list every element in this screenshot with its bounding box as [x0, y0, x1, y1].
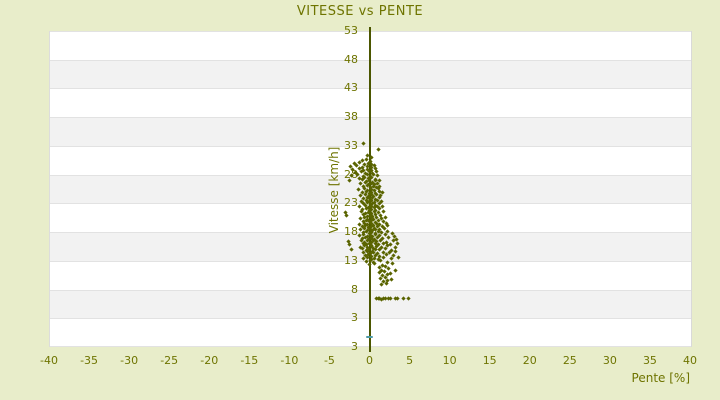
y-tick-label: 23: [344, 196, 358, 210]
grid-band: [50, 88, 691, 118]
grid-band: [50, 289, 691, 319]
x-tick-label: 25: [562, 354, 577, 367]
y-tick-label: 38: [344, 110, 358, 124]
x-tick-label: 0: [366, 354, 373, 367]
y-axis-label: Vitesse [km/h]: [327, 146, 341, 234]
x-tick-label: -40: [40, 354, 58, 367]
x-tick-label: 20: [522, 354, 537, 367]
y-tick-label: 53: [344, 24, 358, 37]
x-tick-label: -20: [200, 354, 219, 367]
y-tick-label: 3: [351, 340, 358, 353]
x-tick-label: -15: [240, 354, 259, 367]
chart-title: VITESSE vs PENTE: [296, 4, 424, 19]
grid-band: [50, 318, 691, 347]
x-tick-label: -5: [323, 354, 335, 367]
y-tick-label: 33: [344, 138, 358, 152]
cursor-marker: [366, 336, 373, 339]
x-tick-label: 40: [683, 354, 697, 367]
y-tick-label: 8: [351, 282, 358, 296]
x-tick-label: 5: [406, 354, 414, 367]
y-tick-label: 13: [344, 253, 358, 267]
x-tick-label: -10: [280, 354, 299, 367]
x-tick-label: -25: [160, 354, 179, 367]
x-tick-label: 10: [442, 354, 457, 367]
x-tick-label: -30: [120, 354, 139, 367]
y-tick-label: 3: [351, 311, 358, 325]
y-tick-label: 48: [344, 52, 358, 66]
y-tick-label: 18: [344, 225, 358, 239]
x-axis-label: Pente [%]: [631, 371, 690, 385]
x-tick-label: 30: [602, 354, 617, 367]
x-tick-label: 15: [482, 354, 497, 367]
grid-band: [50, 59, 691, 89]
grid-band: [50, 117, 691, 146]
grid-band: [50, 31, 691, 60]
x-tick-label: -35: [80, 354, 99, 367]
x-tick-label: 35: [642, 354, 657, 367]
y-tick-label: 43: [344, 81, 358, 95]
